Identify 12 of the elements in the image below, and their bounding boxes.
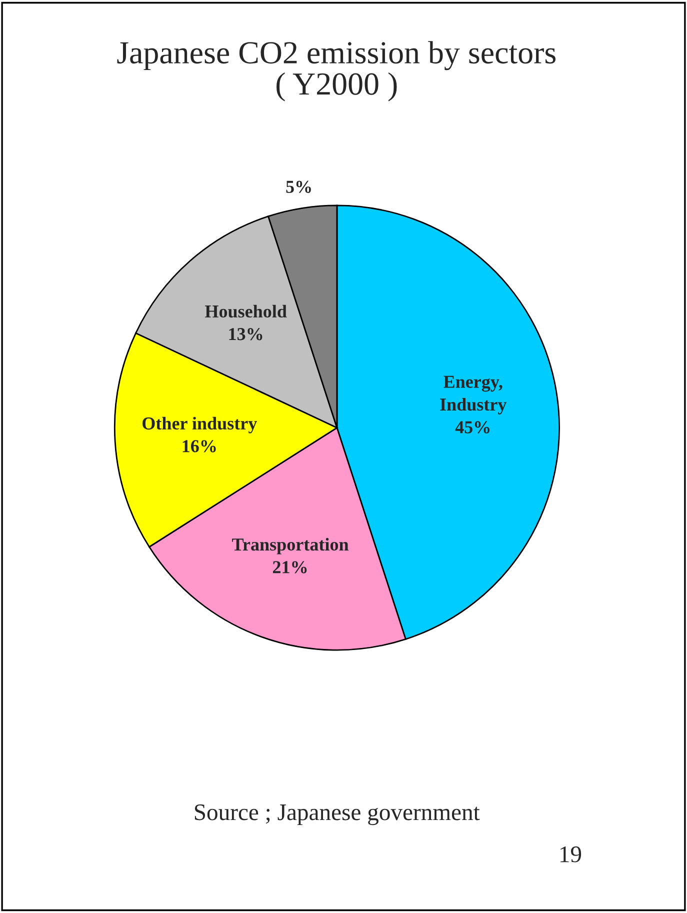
- data-label: 13%: [229, 328, 262, 340]
- source-note: Source ; Japanese government: [194, 804, 480, 826]
- slice-label: Other industry: [142, 416, 258, 434]
- slice-label: Household: [204, 304, 287, 318]
- slice-label: Energy, Industry: [440, 376, 507, 414]
- data-label: 45%: [455, 421, 490, 434]
- slice-label: Transportation: [232, 538, 349, 554]
- data-label: 21%: [272, 561, 307, 574]
- data-label: 5%: [286, 180, 311, 193]
- chart-title: Japanese CO2 emission by sectors ( Y2000 ): [117, 41, 556, 102]
- data-label: 16%: [182, 440, 216, 452]
- text: 19: [560, 846, 582, 862]
